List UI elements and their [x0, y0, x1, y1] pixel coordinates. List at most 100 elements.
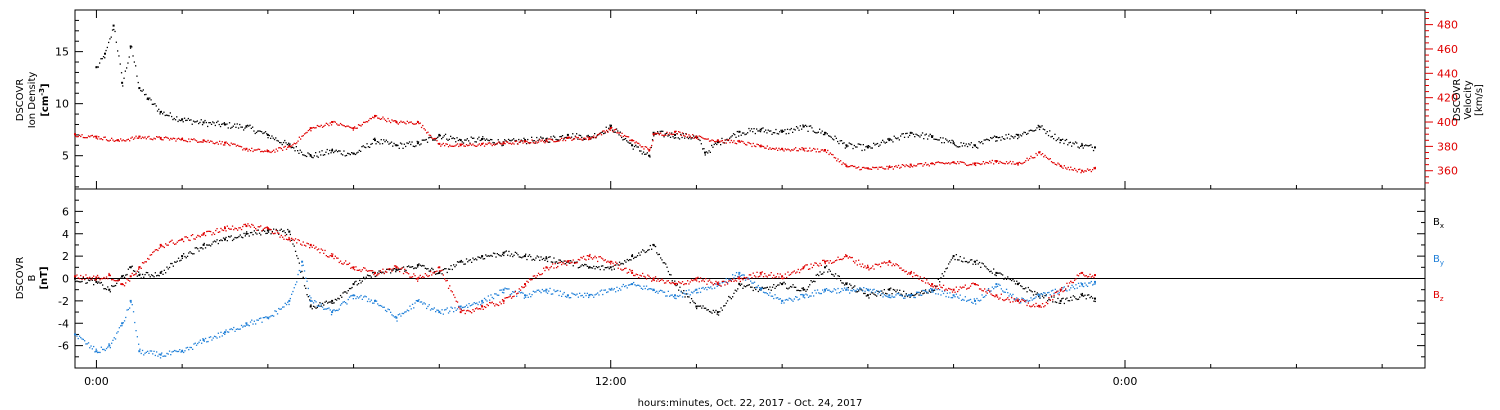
ion-density-series-point — [266, 133, 269, 136]
ion-density-series-sample — [532, 140, 534, 142]
bz-series-sample — [973, 283, 975, 285]
velocity-series-sample — [490, 143, 492, 145]
velocity-series-sample — [604, 131, 606, 133]
ion-density-series-sample — [209, 122, 211, 124]
bz-series-point — [331, 255, 334, 258]
by-series-sample — [923, 290, 925, 292]
bz-series-sample — [242, 225, 244, 228]
ion-density-series-sample — [766, 132, 768, 134]
ion-density-series-sample — [903, 136, 906, 138]
velocity-series-sample — [959, 161, 961, 163]
bx-series-sample — [996, 272, 999, 274]
velocity-series-sample — [525, 140, 527, 142]
bz-series-point — [695, 277, 698, 280]
ion-density-series-sample — [120, 72, 123, 74]
velocity-series-sample — [896, 166, 898, 168]
ion-density-series-sample — [115, 41, 117, 43]
by-series-sample — [642, 288, 644, 290]
bz-series-sample — [582, 255, 585, 258]
velocity-series-sample — [478, 143, 480, 145]
bx-series-sample — [1008, 278, 1010, 280]
by-series-sample — [289, 297, 291, 300]
bx-series-sample — [314, 306, 316, 308]
by-series-sample — [419, 301, 421, 303]
ion-density-series-sample — [843, 142, 845, 144]
ion-density-series-sample — [473, 137, 475, 139]
velocity-series-sample — [935, 162, 937, 164]
bx-series-sample — [1038, 295, 1040, 298]
velocity-series-sample — [96, 138, 99, 140]
by-series-sample — [829, 290, 831, 293]
ion-density-series-sample — [144, 94, 146, 96]
velocity-series-sample — [622, 135, 624, 138]
bz-series-sample — [968, 287, 970, 289]
velocity-series-sample — [1005, 161, 1008, 163]
by-series-sample — [252, 323, 254, 325]
by-series-sample — [377, 303, 379, 305]
velocity-series-sample — [994, 160, 996, 162]
ion-density-series-sample — [705, 151, 708, 153]
velocity-series-sample — [116, 139, 118, 141]
bz-series-sample — [711, 282, 713, 284]
bx-series-sample — [1036, 292, 1038, 294]
by-series-sample — [532, 290, 534, 292]
bx-series-sample — [485, 254, 487, 256]
by-series-sample — [440, 312, 442, 314]
bz-series-sample — [816, 264, 819, 266]
by-series-sample — [593, 296, 595, 298]
bz-series-sample — [170, 240, 172, 242]
velocity-series-sample — [410, 121, 412, 123]
bz-series-sample — [528, 278, 531, 280]
bz-series-sample — [244, 223, 246, 225]
velocity-series-sample — [382, 116, 384, 118]
bx-series-sample — [373, 271, 375, 274]
velocity-series-sample — [1014, 163, 1017, 165]
velocity-series-sample — [719, 141, 721, 143]
velocity-series-sample — [882, 167, 884, 169]
ion-density-series-sample — [497, 139, 499, 141]
bz-series-sample — [751, 277, 753, 279]
bx-series-sample — [856, 291, 858, 293]
ion-density-series-sample — [1056, 138, 1059, 141]
ion-density-series-sample — [785, 133, 787, 135]
bz-series-sample — [147, 257, 149, 260]
bz-series-sample — [521, 286, 523, 288]
bz-series-sample — [598, 256, 600, 258]
velocity-series-sample — [161, 139, 163, 141]
bz-series-sample — [419, 274, 421, 277]
by-series-sample — [760, 287, 762, 289]
velocity-series-sample — [445, 143, 447, 145]
bz-series-sample — [527, 281, 529, 283]
by-series-sample — [1002, 290, 1004, 292]
ion-density-series-sample — [884, 142, 886, 144]
by-series-sample — [447, 312, 450, 314]
ion-density-series-sample — [883, 141, 885, 143]
bx-series-sample — [1079, 296, 1081, 298]
velocity-series-sample — [937, 161, 939, 163]
velocity-series-sample — [850, 165, 852, 167]
by-series-sample — [342, 301, 344, 303]
bz-series-sample — [770, 272, 772, 274]
bx-series-sample — [342, 292, 344, 294]
velocity-series-sample — [1070, 166, 1072, 168]
velocity-series-sample — [892, 168, 894, 170]
bz-series-sample — [932, 286, 934, 288]
velocity-series-sample — [95, 137, 97, 139]
bz-series-sample — [423, 276, 425, 279]
bx-series-sample — [645, 251, 648, 253]
bx-series-sample — [527, 255, 529, 257]
bz-series-sample — [246, 225, 248, 228]
by-series-sample — [184, 350, 186, 352]
ion-density-series-sample — [834, 135, 836, 137]
ion-density-series-sample — [402, 147, 404, 149]
velocity-series-sample — [746, 144, 748, 146]
by-series-sample — [604, 289, 606, 291]
bx-series-sample — [590, 267, 592, 269]
velocity-series-sample — [1057, 162, 1059, 164]
by-series-sample — [612, 289, 614, 291]
bx-series-sample — [319, 302, 321, 304]
velocity-series-sample — [730, 139, 732, 142]
top-plot-frame — [74, 9, 1426, 190]
by-series-point — [759, 288, 762, 291]
bx-series-sample — [518, 256, 520, 258]
